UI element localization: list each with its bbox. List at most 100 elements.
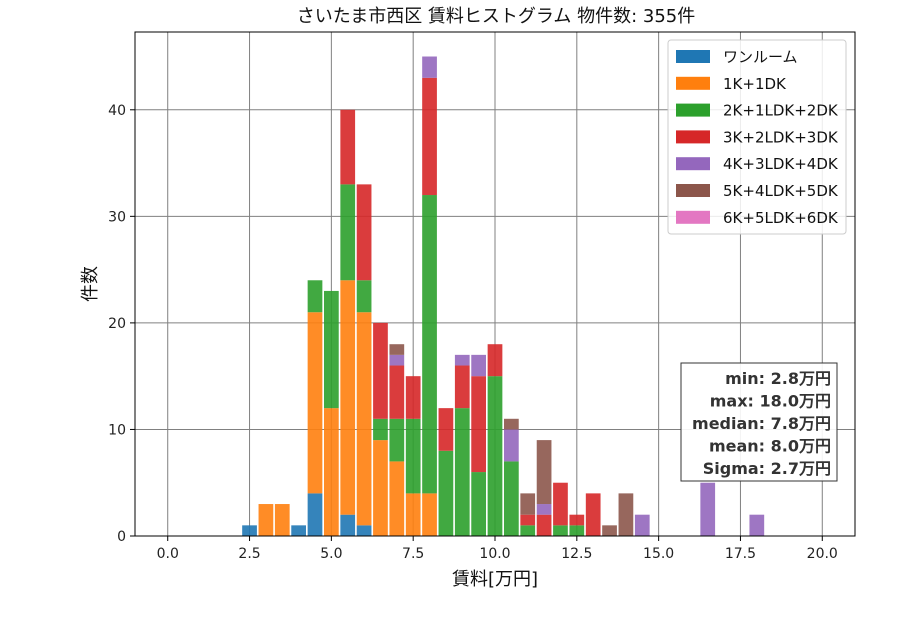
bar-segment-series-0: [340, 514, 356, 536]
bar-segment-series-2: [520, 525, 536, 536]
bar-segment-series-1: [405, 493, 421, 536]
bar-segment-series-4: [749, 514, 765, 536]
legend-label: 3K+2LDK+3DK: [723, 128, 839, 146]
bar-segment-series-4: [389, 354, 405, 366]
bar-segment-series-3: [422, 77, 437, 196]
bar-segment-series-2: [405, 418, 421, 494]
x-tick-label: 12.5: [561, 546, 592, 562]
legend-label: 6K+5LDK+6DK: [723, 209, 839, 227]
bar-segment-series-2: [569, 525, 585, 536]
stats-line: mean: 8.0万円: [709, 437, 831, 456]
x-axis-label: 賃料[万円]: [452, 569, 538, 590]
x-tick-label: 2.5: [238, 546, 260, 562]
legend-swatch: [676, 103, 710, 117]
bar-segment-series-2: [438, 450, 454, 536]
stats-line: min: 2.8万円: [725, 369, 831, 388]
legend-label: 2K+1LDK+2DK: [723, 102, 839, 120]
x-axis-ticks: 0.0 2.5 5.0 7.5 10.0 12.5 15.0 17.5 20.0: [157, 536, 838, 562]
bar-segment-series-2: [553, 525, 568, 536]
bar-segment-series-2: [471, 472, 486, 536]
bar-segment-series-3: [389, 365, 405, 419]
legend-swatch: [676, 130, 710, 144]
bar-segment-series-2: [324, 290, 339, 409]
bar-segment-series-0: [291, 525, 306, 536]
x-tick-label: 10.0: [479, 546, 510, 562]
y-axis-label: 件数: [80, 266, 101, 302]
stats-line: max: 18.0万円: [710, 392, 831, 411]
bar-segment-series-4: [454, 354, 470, 366]
bar-segment-series-2: [340, 184, 356, 281]
legend-label: 5K+4LDK+5DK: [723, 182, 839, 200]
bar-segment-series-1: [340, 280, 356, 515]
x-tick-label: 0.0: [157, 546, 179, 562]
bars: [242, 56, 765, 536]
bar-segment-series-4: [634, 514, 650, 536]
bar-segment-series-1: [307, 312, 323, 494]
stats-line: Sigma: 2.7万円: [703, 459, 831, 478]
x-tick-label: 5.0: [320, 546, 342, 562]
bar-segment-series-3: [520, 514, 536, 526]
legend-swatch: [676, 50, 710, 63]
bar-segment-series-1: [356, 312, 372, 526]
bar-segment-series-2: [389, 418, 405, 462]
legend: ワンルーム 1K+1DK 2K+1LDK+2DK 3K+2LDK+3DK 4K+3LDK…: [667, 39, 847, 235]
chart-title: さいたま市西区 賃料ヒストグラム 物件数: 355件: [297, 6, 696, 27]
bar-segment-series-3: [373, 322, 388, 419]
bar-segment-series-1: [324, 408, 339, 536]
bar-segment-series-3: [454, 365, 470, 409]
x-tick-label: 17.5: [725, 546, 756, 562]
bar-segment-series-3: [487, 344, 503, 377]
y-axis-ticks: 0 10 20 30 40: [108, 103, 135, 545]
bar-segment-series-5: [504, 418, 519, 430]
bar-segment-series-2: [356, 280, 372, 313]
legend-swatch: [676, 157, 710, 171]
legend-swatch: [676, 210, 710, 224]
y-tick-label: 30: [108, 209, 126, 225]
bar-segment-series-2: [454, 408, 470, 536]
bar-segment-series-4: [536, 504, 552, 515]
bar-segment-series-3: [356, 184, 372, 281]
bar-segment-series-1: [389, 461, 405, 536]
stats-line: median: 7.8万円: [692, 414, 831, 433]
bar-segment-series-3: [405, 376, 421, 419]
legend-label: 1K+1DK: [723, 75, 787, 93]
legend-swatch: [676, 184, 710, 197]
legend-swatch: [676, 76, 710, 90]
x-tick-label: 7.5: [402, 546, 424, 562]
bar-segment-series-5: [536, 440, 552, 505]
legend-box: [667, 39, 847, 235]
bar-segment-series-3: [471, 376, 486, 473]
bar-segment-series-5: [520, 493, 536, 515]
bar-segment-series-0: [356, 525, 372, 536]
bar-segment-series-1: [274, 504, 290, 536]
y-tick-label: 0: [117, 529, 126, 545]
stats-box: min: 2.8万円 max: 18.0万円 median: 7.8万円 mean: …: [680, 362, 838, 482]
y-tick-label: 10: [108, 422, 126, 438]
bar-segment-series-5: [389, 344, 405, 355]
bar-segment-series-4: [422, 56, 437, 78]
y-tick-label: 40: [108, 103, 126, 119]
bar-segment-series-5: [602, 525, 617, 536]
bar-segment-series-2: [487, 376, 503, 536]
stats-frame: [680, 362, 838, 482]
bar-segment-series-3: [553, 482, 568, 526]
bar-segment-series-3: [438, 408, 454, 451]
bar-segment-series-2: [307, 280, 323, 313]
bar-segment-series-5: [618, 493, 634, 536]
legend-label: 4K+3LDK+4DK: [723, 155, 839, 173]
x-tick-label: 15.0: [643, 546, 674, 562]
bar-segment-series-4: [700, 482, 716, 536]
bar-segment-series-3: [585, 493, 601, 536]
bar-segment-series-3: [569, 514, 585, 526]
bar-segment-series-1: [258, 504, 274, 536]
bar-segment-series-0: [307, 493, 323, 536]
y-tick-label: 20: [108, 316, 126, 332]
bar-segment-series-2: [373, 418, 388, 441]
bar-segment-series-3: [536, 514, 552, 536]
bar-segment-series-4: [504, 429, 519, 462]
bar-segment-series-3: [340, 109, 356, 185]
bar-segment-series-1: [373, 440, 388, 536]
x-tick-label: 20.0: [807, 546, 838, 562]
bar-segment-series-4: [471, 354, 486, 377]
